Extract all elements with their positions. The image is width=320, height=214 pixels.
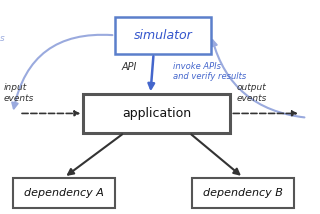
Text: output
events: output events xyxy=(237,83,267,103)
FancyBboxPatch shape xyxy=(192,178,294,208)
FancyBboxPatch shape xyxy=(83,94,230,133)
Text: s: s xyxy=(0,34,5,43)
FancyArrowPatch shape xyxy=(211,40,304,117)
Text: input
events: input events xyxy=(3,83,34,103)
Text: invoke APIs
and verify results: invoke APIs and verify results xyxy=(173,62,246,82)
Text: dependency A: dependency A xyxy=(24,188,104,198)
Text: dependency B: dependency B xyxy=(203,188,283,198)
Text: simulator: simulator xyxy=(134,29,193,42)
FancyBboxPatch shape xyxy=(115,17,211,54)
FancyArrowPatch shape xyxy=(12,35,112,108)
Text: API: API xyxy=(122,62,137,72)
FancyBboxPatch shape xyxy=(13,178,115,208)
Text: application: application xyxy=(122,107,191,120)
